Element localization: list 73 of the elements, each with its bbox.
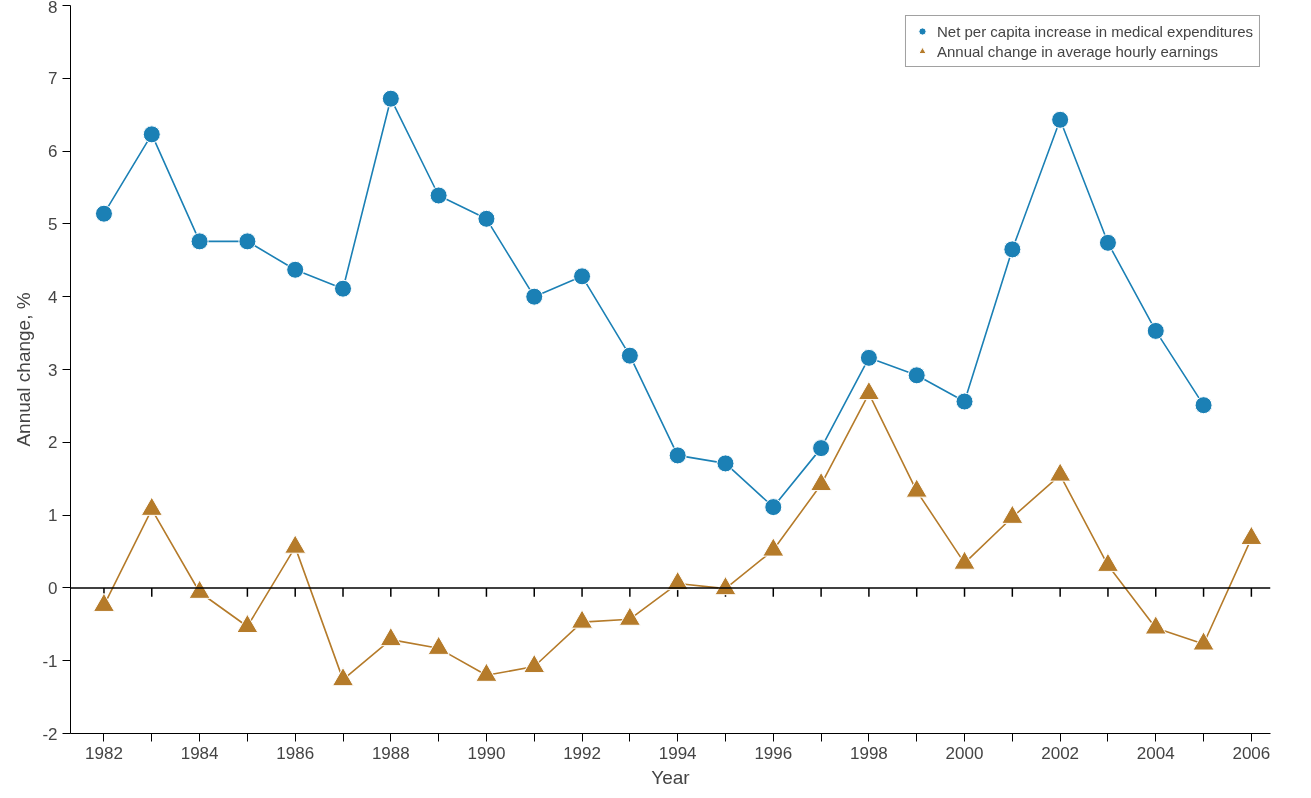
point [236, 613, 259, 634]
y-tick-label: 1 [48, 506, 58, 526]
x-tick-label: 1990 [467, 743, 506, 763]
point [238, 232, 257, 251]
point [618, 606, 641, 626]
point [810, 471, 833, 492]
point [859, 348, 878, 367]
point [94, 204, 113, 223]
x-tick-label: 1992 [563, 743, 601, 763]
point [1144, 615, 1167, 635]
y-tick-label: 5 [48, 214, 58, 234]
y-tick-label: 3 [48, 360, 58, 380]
y-tick-label: 4 [48, 287, 58, 307]
point [1194, 396, 1213, 415]
point [188, 579, 211, 599]
point [334, 279, 353, 298]
x-tick-label: 1988 [371, 743, 410, 763]
point [190, 232, 209, 251]
y-tick-label: 8 [48, 0, 58, 17]
point [1049, 462, 1072, 482]
x-tick-label: 1986 [276, 743, 315, 763]
x-tick-label: 1996 [754, 743, 793, 763]
point [523, 653, 546, 674]
x-tick-label: 1998 [850, 743, 888, 763]
point [475, 662, 498, 682]
point [429, 186, 448, 205]
legend-label: Annual change in average hourly earnings [936, 42, 1219, 60]
y-tick-label: -2 [42, 724, 58, 744]
point [953, 550, 976, 570]
y-tick-label: 2 [48, 433, 58, 453]
y-tick-label: 7 [48, 69, 58, 89]
x-tick-label: 2006 [1232, 743, 1271, 763]
point [92, 592, 115, 612]
point [716, 454, 735, 473]
point [525, 287, 544, 306]
point [1146, 321, 1165, 340]
point [381, 89, 400, 108]
x-tick-label: 2004 [1136, 743, 1175, 763]
legend-label: Net per capita increase in medical expenditures [936, 22, 1253, 40]
point [620, 346, 639, 365]
point [762, 537, 785, 557]
x-tick-label: 1982 [85, 743, 123, 763]
point [1240, 525, 1263, 545]
point [907, 366, 926, 385]
point [573, 267, 592, 286]
point [1098, 233, 1117, 252]
y-axis-title: Annual change, % [13, 292, 35, 447]
point [140, 496, 163, 516]
x-tick-label: 1984 [180, 743, 219, 763]
point [1051, 110, 1070, 129]
point [379, 626, 402, 647]
point [286, 260, 305, 279]
point [955, 392, 974, 411]
point [571, 609, 594, 629]
y-tick-label: -1 [42, 651, 58, 671]
x-tick-label: 2002 [1041, 743, 1080, 763]
point [1192, 631, 1215, 651]
point [332, 667, 355, 687]
point [142, 125, 161, 144]
point [1096, 552, 1119, 572]
point [427, 635, 450, 655]
x-axis-title: Year [651, 766, 691, 788]
y-tick-label: 6 [48, 142, 58, 162]
point [477, 209, 496, 228]
x-tick-label: 2000 [945, 743, 984, 763]
x-tick-label: 1994 [658, 743, 697, 763]
point [284, 534, 307, 554]
point [1001, 504, 1024, 524]
point [1003, 240, 1022, 259]
point [668, 446, 687, 465]
y-tick-label: 0 [48, 578, 58, 598]
point [857, 380, 880, 401]
point [905, 478, 928, 498]
